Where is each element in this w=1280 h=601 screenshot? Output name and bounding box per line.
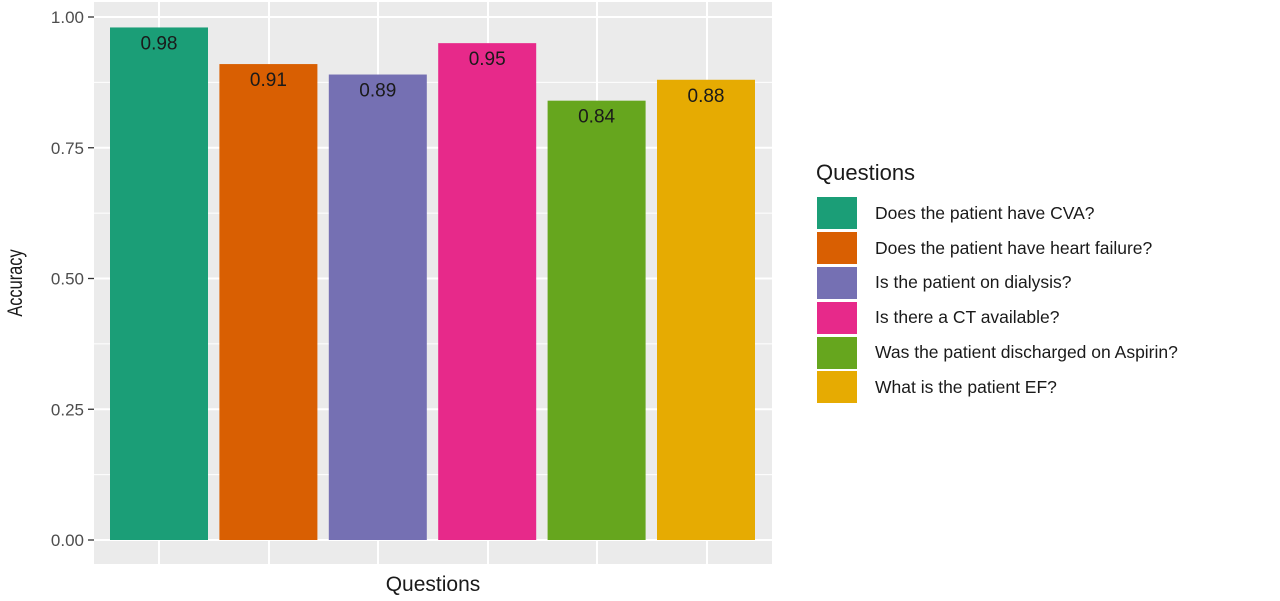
legend-swatch (816, 370, 858, 405)
legend-item: Was the patient discharged on Aspirin? (816, 335, 1276, 370)
bar (110, 27, 208, 540)
bar-value-label: 0.98 (141, 33, 178, 54)
bar-data-labels: 0.98 0.91 0.89 0.95 0.84 0.88 (141, 33, 725, 127)
legend-title: Questions (816, 160, 916, 185)
bar-value-label: 0.91 (250, 70, 287, 91)
plot-area: 0.98 0.91 0.89 0.95 0.84 0.88 0.00 0.25 0.50 0.7… (3, 2, 772, 596)
legend-items: Does the patient have CVA? Does the patie… (816, 196, 1276, 405)
bar (219, 64, 318, 540)
bars (110, 27, 755, 541)
y-axis-title: Accuracy (3, 249, 26, 317)
legend-label: Does the patient have CVA? (875, 202, 1095, 223)
x-axis-title: Questions (386, 573, 481, 596)
legend-swatch (816, 265, 858, 300)
y-axis: 0.00 0.25 0.50 0.75 1.00 (51, 8, 94, 550)
y-tick-label: 0.75 (51, 139, 84, 158)
legend-label: Does the patient have heart failure? (875, 237, 1153, 258)
legend-label: Was the patient discharged on Aspirin? (875, 342, 1178, 363)
legend: Questions Does the patient have CVA? Does… (816, 158, 1276, 405)
bar-value-label: 0.84 (578, 107, 615, 128)
legend-label: Is the patient on dialysis? (875, 272, 1072, 293)
bar (657, 79, 755, 540)
bar (438, 43, 537, 541)
legend-swatch (816, 196, 858, 231)
legend-item: Is the patient on dialysis? (816, 265, 1276, 301)
legend-swatch (816, 231, 858, 266)
y-tick-label: 1.00 (51, 8, 84, 27)
bar (547, 100, 646, 541)
bar (328, 74, 427, 540)
y-tick-label: 0.00 (51, 531, 84, 550)
bar-value-label: 0.95 (469, 49, 506, 70)
legend-label: What is the patient EF? (875, 376, 1057, 397)
legend-item: Does the patient have CVA? (816, 196, 1276, 231)
legend-label: Is there a CT available? (875, 307, 1060, 328)
legend-swatch (816, 300, 858, 335)
legend-swatch (816, 335, 858, 370)
bar-value-label: 0.88 (688, 86, 725, 107)
y-tick-label: 0.50 (51, 270, 84, 289)
bar-value-label: 0.89 (359, 81, 396, 102)
legend-item: Is there a CT available? (816, 300, 1276, 335)
y-tick-label: 0.25 (51, 400, 84, 419)
legend-item: What is the patient EF? (816, 370, 1276, 405)
legend-item: Does the patient have heart failure? (816, 231, 1276, 266)
